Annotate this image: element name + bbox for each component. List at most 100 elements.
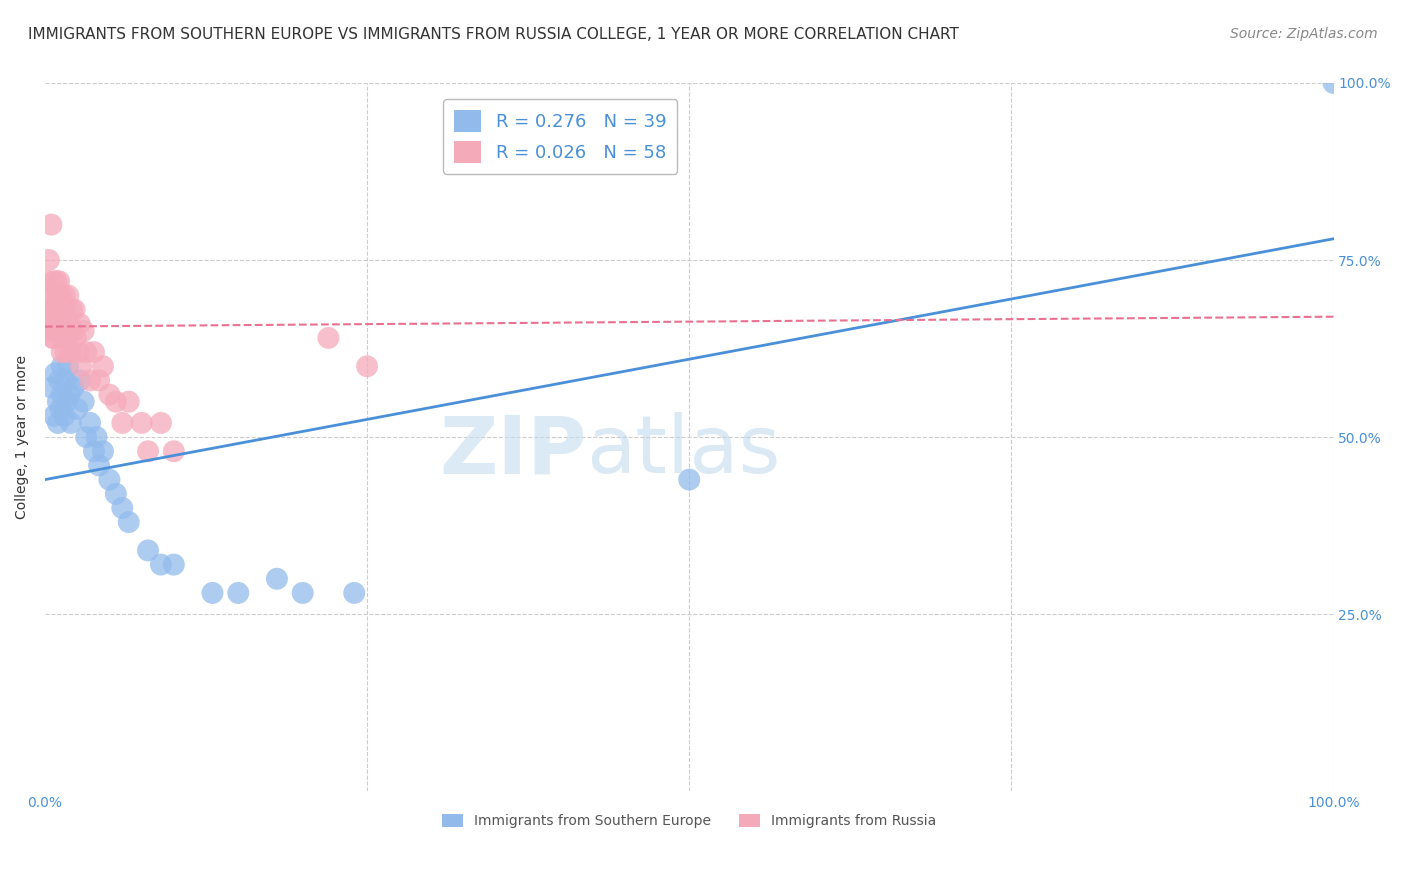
Point — [56, 331, 79, 345]
Point — [91, 444, 114, 458]
Point — [70, 359, 93, 374]
Point — [291, 586, 314, 600]
Point — [48, 302, 70, 317]
Point — [69, 373, 91, 387]
Text: Source: ZipAtlas.com: Source: ZipAtlas.com — [1230, 27, 1378, 41]
Point — [51, 345, 73, 359]
Point — [59, 416, 82, 430]
Point — [41, 331, 63, 345]
Point — [42, 302, 65, 317]
Point — [75, 345, 97, 359]
Point — [83, 345, 105, 359]
Point — [53, 409, 76, 423]
Point — [56, 394, 79, 409]
Text: atlas: atlas — [586, 412, 780, 491]
Point — [63, 302, 86, 317]
Point — [79, 373, 101, 387]
Point — [65, 331, 87, 345]
Point — [79, 416, 101, 430]
Point — [163, 444, 186, 458]
Point — [42, 331, 65, 345]
Y-axis label: College, 1 year or more: College, 1 year or more — [15, 355, 30, 519]
Point — [46, 317, 69, 331]
Point — [39, 324, 62, 338]
Point — [55, 345, 77, 359]
Point — [104, 487, 127, 501]
Point — [49, 288, 72, 302]
Text: ZIP: ZIP — [439, 412, 586, 491]
Point — [66, 401, 89, 416]
Point — [58, 387, 80, 401]
Point — [356, 359, 378, 374]
Point — [46, 288, 69, 302]
Point — [46, 324, 69, 338]
Point — [67, 345, 90, 359]
Point — [111, 416, 134, 430]
Point — [45, 302, 67, 317]
Point — [75, 430, 97, 444]
Point — [98, 387, 121, 401]
Point — [87, 458, 110, 473]
Point — [52, 302, 75, 317]
Point — [45, 274, 67, 288]
Point — [48, 373, 70, 387]
Point — [38, 253, 60, 268]
Point — [266, 572, 288, 586]
Point — [52, 331, 75, 345]
Point — [53, 317, 76, 331]
Point — [83, 444, 105, 458]
Point — [149, 558, 172, 572]
Point — [38, 302, 60, 317]
Point — [136, 444, 159, 458]
Point — [111, 500, 134, 515]
Point — [318, 331, 340, 345]
Point — [118, 394, 141, 409]
Point — [163, 558, 186, 572]
Point — [86, 430, 108, 444]
Point — [44, 317, 66, 331]
Point — [49, 324, 72, 338]
Point — [72, 324, 94, 338]
Point — [62, 324, 84, 338]
Legend: Immigrants from Southern Europe, Immigrants from Russia: Immigrants from Southern Europe, Immigra… — [437, 809, 942, 834]
Point — [343, 586, 366, 600]
Point — [51, 317, 73, 331]
Point — [1322, 76, 1344, 90]
Point — [51, 387, 73, 401]
Point — [104, 394, 127, 409]
Point — [91, 359, 114, 374]
Point — [62, 380, 84, 394]
Point — [69, 317, 91, 331]
Point — [55, 373, 77, 387]
Point — [44, 288, 66, 302]
Point — [136, 543, 159, 558]
Point — [41, 380, 63, 394]
Point — [55, 302, 77, 317]
Text: IMMIGRANTS FROM SOUTHERN EUROPE VS IMMIGRANTS FROM RUSSIA COLLEGE, 1 YEAR OR MOR: IMMIGRANTS FROM SOUTHERN EUROPE VS IMMIG… — [28, 27, 959, 42]
Point — [41, 317, 63, 331]
Point — [678, 473, 700, 487]
Point — [41, 218, 63, 232]
Point — [49, 401, 72, 416]
Point — [56, 359, 79, 374]
Point — [37, 274, 59, 288]
Point — [51, 359, 73, 374]
Point — [46, 416, 69, 430]
Point — [58, 317, 80, 331]
Point — [118, 515, 141, 529]
Point — [42, 409, 65, 423]
Point — [201, 586, 224, 600]
Point — [59, 345, 82, 359]
Point — [41, 288, 63, 302]
Point — [60, 302, 83, 317]
Point — [87, 373, 110, 387]
Point — [53, 288, 76, 302]
Point — [46, 394, 69, 409]
Point — [44, 367, 66, 381]
Point — [41, 302, 63, 317]
Point — [72, 394, 94, 409]
Point — [131, 416, 153, 430]
Point — [149, 416, 172, 430]
Point — [98, 473, 121, 487]
Point — [56, 288, 79, 302]
